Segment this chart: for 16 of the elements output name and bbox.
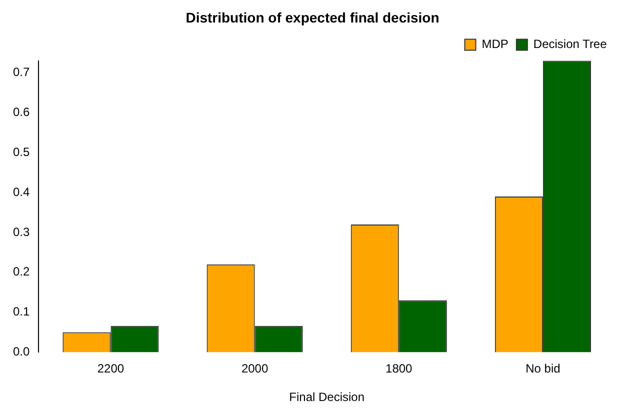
legend-label: MDP [482,37,508,52]
y-tick-label: 0.7 [12,65,30,80]
x-axis-title: Final Decision [289,390,365,404]
x-tick-label: 2000 [241,362,268,376]
y-tick-label: 0.0 [12,344,30,359]
y-tick-label: 0.1 [12,304,30,319]
x-tick-label: 2200 [97,362,124,376]
y-tick-label: 0.3 [12,224,30,239]
x-tick-label: 1800 [386,362,413,376]
y-tick-label: 0.4 [12,184,30,199]
y-tick-label: 0.6 [12,105,30,120]
chart-title: Distribution of expected final decision [186,9,440,26]
y-tick-label: 0.5 [12,144,30,159]
x-tick-label: No bid [526,362,560,376]
y-tick-label: 0.2 [12,264,30,279]
legend-label: Decision Tree [533,37,608,52]
